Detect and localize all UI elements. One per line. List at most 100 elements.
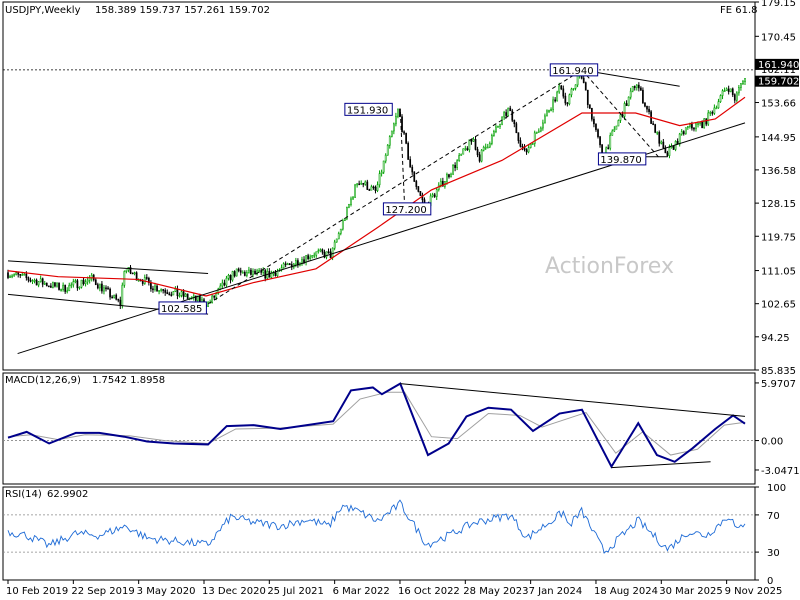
candle-body xyxy=(713,107,716,114)
date-tick-label: 13 Dec 2020 xyxy=(202,586,266,597)
candle-body xyxy=(237,268,240,271)
candle-body xyxy=(550,108,552,111)
dashed-trendline xyxy=(581,69,659,158)
panel-frame xyxy=(2,1,756,371)
candle-body xyxy=(60,289,62,291)
candle-body xyxy=(582,77,585,83)
candle-body xyxy=(488,143,491,148)
candle-body xyxy=(397,108,399,117)
candle-body xyxy=(258,270,260,272)
candle-body xyxy=(505,112,507,116)
candle-body xyxy=(705,118,708,125)
candle-body xyxy=(482,146,485,151)
panel-frame xyxy=(2,372,756,485)
grid-layer xyxy=(2,1,756,581)
price-tick-label: 128.15 xyxy=(761,199,796,210)
candle-body xyxy=(472,139,475,142)
candle-body xyxy=(409,159,412,168)
candle-body xyxy=(686,126,689,128)
candle-body xyxy=(39,278,42,282)
candle-body xyxy=(435,189,438,197)
candle-body xyxy=(564,95,567,104)
date-tick-label: 6 Mar 2022 xyxy=(333,586,390,597)
candle-body xyxy=(697,123,699,125)
candle-body xyxy=(80,279,83,288)
candle-body xyxy=(117,298,120,301)
candle-body xyxy=(640,87,642,91)
candle-body xyxy=(96,284,99,289)
candle-body xyxy=(62,284,64,290)
date-tick-label: 3 May 2020 xyxy=(137,586,196,597)
candle-body xyxy=(70,284,73,287)
candle-body xyxy=(621,114,624,117)
candle-body xyxy=(84,281,87,285)
candle-body xyxy=(637,84,640,89)
candle-body xyxy=(213,295,216,298)
candle-body xyxy=(693,127,695,130)
candle-body xyxy=(411,166,414,173)
candle-body xyxy=(56,282,58,287)
candle-body xyxy=(223,282,226,286)
candle-body xyxy=(303,259,305,263)
candle-body xyxy=(484,146,487,149)
candle-body xyxy=(468,139,471,151)
rsi-value-label: 62.9902 xyxy=(47,489,88,500)
candle-body xyxy=(635,84,638,88)
trendline xyxy=(7,260,209,275)
candle-body xyxy=(525,149,528,153)
candle-body xyxy=(703,118,706,129)
macd-label: MACD(12,26,9) xyxy=(5,375,81,386)
candle-body xyxy=(68,284,71,292)
candle-body xyxy=(684,127,687,135)
price-annotation-box xyxy=(597,152,647,166)
price-annotation: 127.200 xyxy=(385,205,426,216)
candle-body xyxy=(54,282,56,287)
candle-body xyxy=(29,279,32,282)
price-tick-label: 144.95 xyxy=(761,133,796,144)
candle-body xyxy=(542,122,544,129)
candle-body xyxy=(742,81,744,85)
candle-body xyxy=(617,120,620,127)
candle-body xyxy=(129,267,132,274)
candle-body xyxy=(474,139,477,150)
candle-body xyxy=(597,129,599,138)
candle-body xyxy=(623,103,626,117)
candle-body xyxy=(642,89,644,104)
candle-body xyxy=(86,279,89,283)
candle-body xyxy=(82,279,85,285)
candle-body xyxy=(386,144,389,156)
candle-body xyxy=(548,110,550,112)
date-tick-label: 10 Feb 2019 xyxy=(6,586,68,597)
candle-body xyxy=(252,270,254,275)
macd-values-label: 1.7542 1.8958 xyxy=(92,375,165,386)
candle-body xyxy=(556,91,559,102)
candle-body xyxy=(274,272,277,276)
candle-body xyxy=(176,288,179,296)
candle-body xyxy=(135,272,138,281)
candle-body xyxy=(654,124,657,133)
candle-body xyxy=(738,87,740,94)
candle-body xyxy=(417,186,420,192)
price-annotation: 102.585 xyxy=(161,304,202,315)
candle-body xyxy=(591,107,593,120)
candle-body xyxy=(607,147,610,150)
candle-body xyxy=(284,263,287,266)
candle-body xyxy=(388,136,391,146)
candle-body xyxy=(740,83,742,88)
candle-body xyxy=(225,277,228,286)
ohlc-label: 158.389 159.737 157.261 159.702 xyxy=(95,5,270,16)
candle-body xyxy=(352,196,354,200)
candle-body xyxy=(625,103,628,106)
candle-body xyxy=(227,274,230,279)
candle-body xyxy=(311,255,314,258)
candle-body xyxy=(415,181,418,187)
price-tick-label: 162.11 xyxy=(761,65,796,76)
candle-body xyxy=(656,132,659,134)
rsi-tick-label: 30 xyxy=(767,548,780,559)
candle-body xyxy=(178,295,181,297)
candle-body xyxy=(11,275,13,278)
candle-body xyxy=(733,94,736,101)
rsi-label: RSI(14) xyxy=(5,489,42,500)
candle-body xyxy=(486,146,489,149)
